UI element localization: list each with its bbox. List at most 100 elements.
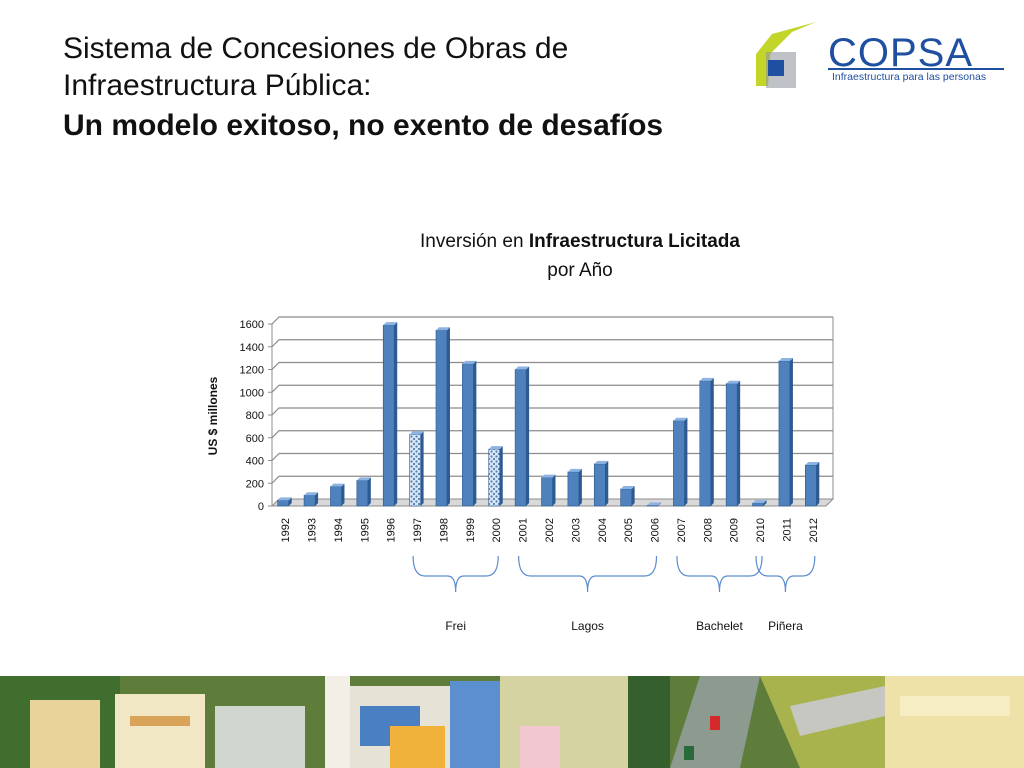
bar-2009 [725,380,741,507]
gridline [271,452,833,461]
title-line-1: Sistema de Concesiones de Obras de [63,32,569,65]
bar-2010 [752,500,767,507]
gridline [271,316,833,325]
bar-2003 [567,468,582,507]
x-tick-label: 1995 [359,518,371,542]
bracket-shape [412,555,499,593]
bar-top [647,502,662,506]
bar-side [658,502,662,506]
x-tick-label: 2003 [570,518,582,542]
bracket-shape [518,555,658,593]
bar-front [805,464,817,507]
bar-top [277,497,292,501]
bar-1999 [462,360,477,507]
bar-top [435,327,450,331]
x-tick-label: 2002 [544,518,556,542]
bar-front [673,420,685,507]
x-tick-label: 1997 [412,518,424,542]
bar-top [541,474,556,478]
bar-front [303,494,316,507]
logo-tagline: Infraestructura para las personas [832,71,986,83]
bar-2008 [699,377,714,507]
x-tick-label: 2007 [676,518,688,542]
gridline [271,475,833,484]
x-tick-label: 2009 [729,518,741,542]
bar-side [789,357,793,506]
bar-1998 [435,327,450,507]
bar-side [816,462,820,506]
bar-side [499,446,503,506]
slide-title: Sistema de Concesiones de Obras de Infra… [63,30,663,148]
bar-side [394,322,398,506]
bar-1996 [382,322,398,507]
y-tick-label: 1400 [240,342,264,354]
bar-top [488,446,503,450]
bar-side [367,477,371,506]
bottom-artwork-strip [0,676,1024,768]
bar-side [473,360,477,506]
gridline [271,361,833,370]
x-tick-label: 2011 [781,518,793,542]
bar-1995 [356,477,371,507]
bar-front [620,488,632,507]
bar-side [763,500,767,506]
bar-top [383,322,398,326]
bar-front [330,486,342,507]
y-tick-label: 1200 [240,365,264,377]
bar-side [710,377,714,506]
period-bracket-frei: Frei [412,555,499,633]
chart-title-line2: por Año [547,260,613,281]
bar-top [515,366,530,370]
bar-front [356,480,369,507]
y-tick-label: 600 [246,433,264,445]
gridline [271,430,833,439]
bar-top [805,462,820,466]
bar-side [737,380,741,506]
bar-top [330,483,345,487]
y-tick-label: 1600 [240,319,264,331]
bar-side [446,327,450,506]
bar-top [673,417,688,421]
bar-top [620,485,635,489]
bar-2000 [488,446,503,507]
bar-side [684,417,688,506]
bar-front [646,505,659,507]
x-tick-label: 1996 [386,518,398,542]
bar-front [514,369,527,507]
title-subtitle-bold: Un modelo exitoso, no exento de desafíos [63,109,664,142]
gridline [271,384,833,393]
bar-top [594,460,609,464]
bar-side [605,460,609,506]
x-tick-label: 2000 [491,518,503,542]
period-bracket-piñera: Piñera [755,555,816,633]
bar-side [552,474,556,506]
period-bracket-lagos: Lagos [518,555,658,633]
bar-top [567,468,582,472]
bar-side [315,492,319,506]
title-line-2: Infraestructura Pública: [63,69,372,102]
bar-front [752,502,764,507]
bar-front [277,500,289,507]
bar-side [631,485,635,506]
bar-front [699,380,712,507]
bar-side [341,483,345,506]
bar-side [526,366,530,506]
logo-rule [828,68,1004,70]
x-tick-label: 2005 [623,518,635,542]
bar-top [409,431,424,435]
bar-2005 [620,485,635,507]
bar-top [304,492,319,496]
y-tick-label: 200 [246,478,264,490]
x-tick-label: 1999 [465,518,477,542]
y-tick-label: 1000 [240,387,264,399]
x-tick-label: 1998 [438,518,450,542]
bar-2011 [778,357,793,507]
bar-2006 [646,502,662,507]
gridline [271,407,833,416]
gridline [271,339,833,348]
period-label: Lagos [571,619,604,633]
bar-2004 [593,460,609,507]
bar-1994 [330,483,345,507]
y-tick-label: 800 [246,410,264,422]
x-tick-label: 2008 [702,518,714,542]
